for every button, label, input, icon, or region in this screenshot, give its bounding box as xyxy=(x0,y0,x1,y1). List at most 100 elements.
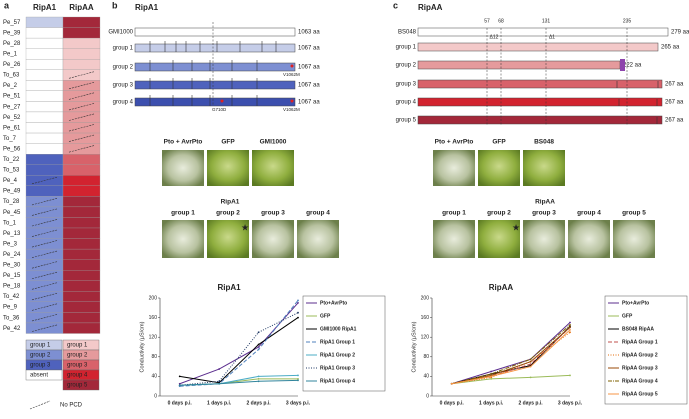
panel-letter: a xyxy=(4,0,10,10)
data-point xyxy=(257,348,260,351)
leaf-photo xyxy=(252,150,294,186)
legend-swatch xyxy=(62,379,100,391)
legend-label: RipAA Group 3 xyxy=(622,365,658,371)
data-point xyxy=(529,376,532,379)
data-point xyxy=(569,331,571,334)
leaf-photo xyxy=(478,150,520,186)
photo-label: GFP xyxy=(492,139,506,146)
row-label: Pe_2 xyxy=(3,83,18,89)
row-label: Pe_52 xyxy=(3,115,21,121)
data-point xyxy=(569,324,571,326)
mutation-label: G710D xyxy=(212,107,227,112)
series-line xyxy=(451,329,571,385)
heatmap-cell xyxy=(25,132,64,144)
legend-label: group 3 xyxy=(67,363,88,369)
row-label: Pe_45 xyxy=(3,210,21,216)
legend-box xyxy=(604,295,688,405)
heatmap-cell xyxy=(62,248,101,260)
column-header: RipA1 xyxy=(33,3,57,12)
series-line xyxy=(451,327,571,385)
row-label: Pe_13 xyxy=(3,231,21,237)
mutation-marker xyxy=(290,64,294,68)
data-point xyxy=(297,374,299,377)
gene-bar xyxy=(417,115,663,125)
no-pcd-mark xyxy=(68,82,95,90)
heatmap-cell xyxy=(62,206,101,218)
no-pcd-mark xyxy=(31,250,58,258)
no-pcd-mark xyxy=(31,176,58,185)
leaf-photo xyxy=(568,220,610,258)
data-point xyxy=(178,382,181,385)
legend-label: group 5 xyxy=(67,383,88,389)
heatmap-cell xyxy=(25,16,64,28)
photo-label: group 4 xyxy=(577,210,601,217)
heatmap-cell xyxy=(62,196,101,208)
y-tick-label: 80 xyxy=(151,354,157,360)
y-tick-label: 200 xyxy=(421,295,430,301)
heatmap-cell xyxy=(25,48,64,60)
gene-name: group 4 xyxy=(113,100,134,106)
legend-label: RipAA Group 4 xyxy=(622,378,658,384)
gene-bar xyxy=(134,97,296,107)
no-pcd-mark xyxy=(68,124,95,132)
gene-name: group 2 xyxy=(396,63,417,69)
no-pcd-mark xyxy=(31,324,58,332)
data-point xyxy=(569,328,571,331)
row-label: Pe_9 xyxy=(3,305,18,311)
row-label: Pe_27 xyxy=(3,104,21,110)
gene-bar xyxy=(417,97,663,107)
photo-label: group 3 xyxy=(532,210,556,217)
no-pcd-mark xyxy=(68,134,95,142)
legend-label: group 2 xyxy=(67,353,88,359)
legend-label: RipAA Group 5 xyxy=(622,391,658,397)
legend-label: RipA1 Group 2 xyxy=(320,352,355,358)
series-line xyxy=(451,324,571,385)
data-point xyxy=(297,311,299,314)
gene-name: group 1 xyxy=(396,45,417,51)
star: ★ xyxy=(241,222,249,232)
gene-length: 267 aa xyxy=(665,118,684,124)
series-line xyxy=(451,322,571,385)
no-pcd-mark xyxy=(31,303,58,311)
gene-name: group 3 xyxy=(396,82,417,88)
data-point xyxy=(569,321,571,324)
heatmap-cell xyxy=(62,175,101,186)
photo-row-title: RipAA xyxy=(535,199,555,206)
legend-label: GMI1000 RipA1 xyxy=(320,326,357,332)
data-point xyxy=(178,375,181,378)
panel-letter: c xyxy=(393,0,398,10)
legend-label: group 3 xyxy=(30,363,51,369)
heatmap-cell xyxy=(62,301,101,313)
leaf-photo xyxy=(162,150,204,186)
heatmap-cell xyxy=(62,291,101,302)
heatmap-cell xyxy=(25,185,64,197)
leaf-photo xyxy=(433,150,475,186)
data-point xyxy=(450,382,453,385)
gene-name: BS048 xyxy=(398,30,417,36)
heatmap-cell xyxy=(25,27,64,39)
photo-label: group 2 xyxy=(487,210,511,217)
data-point xyxy=(297,302,299,304)
y-tick-label: 120 xyxy=(149,335,158,341)
legend-label: BS048 RipAA xyxy=(622,326,654,332)
legend-label: group 2 xyxy=(30,353,51,359)
row-label: Pe_42 xyxy=(3,326,21,332)
data-point xyxy=(529,365,532,368)
x-tick-label: 0 days p.i. xyxy=(168,400,193,406)
row-label: Pe_61 xyxy=(3,125,21,131)
heatmap-cell xyxy=(25,122,64,134)
no-pcd-mark xyxy=(68,71,95,79)
position-label: 131 xyxy=(542,18,551,24)
heatmap-cell xyxy=(62,27,101,39)
series-line xyxy=(451,374,571,385)
legend-swatch xyxy=(25,369,63,381)
y-tick-label: 40 xyxy=(423,374,429,380)
gene-bar xyxy=(134,80,296,90)
data-point xyxy=(257,331,260,334)
row-label: Pe_15 xyxy=(3,273,21,279)
x-tick-label: 2 days p.i. xyxy=(518,400,543,406)
heatmap-cell xyxy=(25,90,64,102)
row-label: Pe_24 xyxy=(3,252,21,258)
y-tick-label: 120 xyxy=(421,335,430,341)
